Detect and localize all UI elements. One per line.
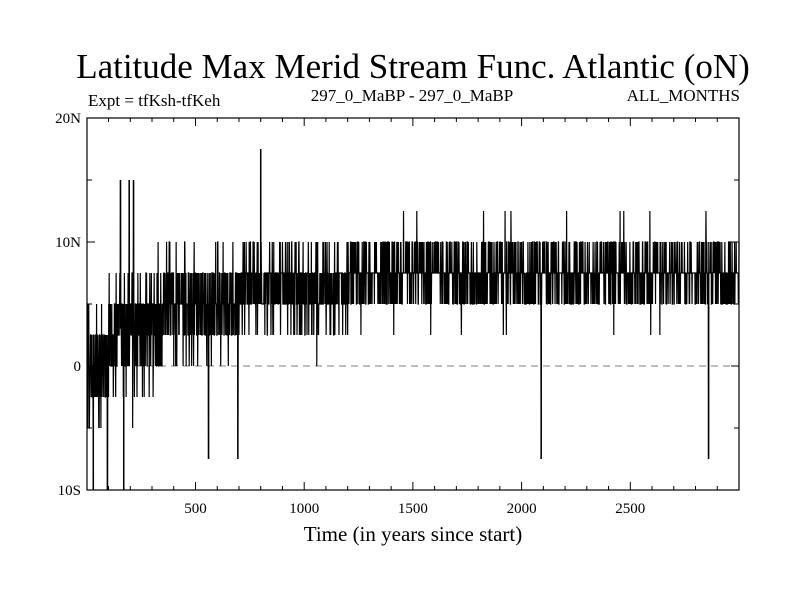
chart-subtitle-center: 297_0_MaBP - 297_0_MaBP: [311, 86, 513, 105]
y-tick-label: 10N: [55, 235, 81, 251]
y-axis: 20N 10N 0 10S: [55, 111, 739, 499]
x-tick-label: 1000: [289, 501, 319, 517]
chart-subtitle-right: ALL_MONTHS: [627, 86, 740, 105]
chart-title: Latitude Max Merid Stream Func. Atlantic…: [76, 47, 750, 86]
x-axis: 500 1000 1500 2000 2500: [108, 118, 718, 517]
x-tick-label: 500: [184, 501, 207, 517]
x-axis-label: Time (in years since start): [304, 522, 523, 546]
extreme-spikes: [92, 149, 710, 490]
x-tick-label: 2500: [615, 501, 645, 517]
chart-subtitle-left: Expt = tfKsh-tfKeh: [88, 91, 221, 110]
x-tick-label: 2000: [507, 501, 537, 517]
y-tick-label: 10S: [58, 483, 81, 499]
series-line: [86, 148, 740, 491]
y-tick-label: 0: [74, 359, 82, 375]
x-tick-label: 1500: [398, 501, 428, 517]
y-tick-label: 20N: [55, 111, 81, 127]
plot-area: 500 1000 1500 2000 2500 20N 10N 0 10S: [55, 111, 740, 517]
